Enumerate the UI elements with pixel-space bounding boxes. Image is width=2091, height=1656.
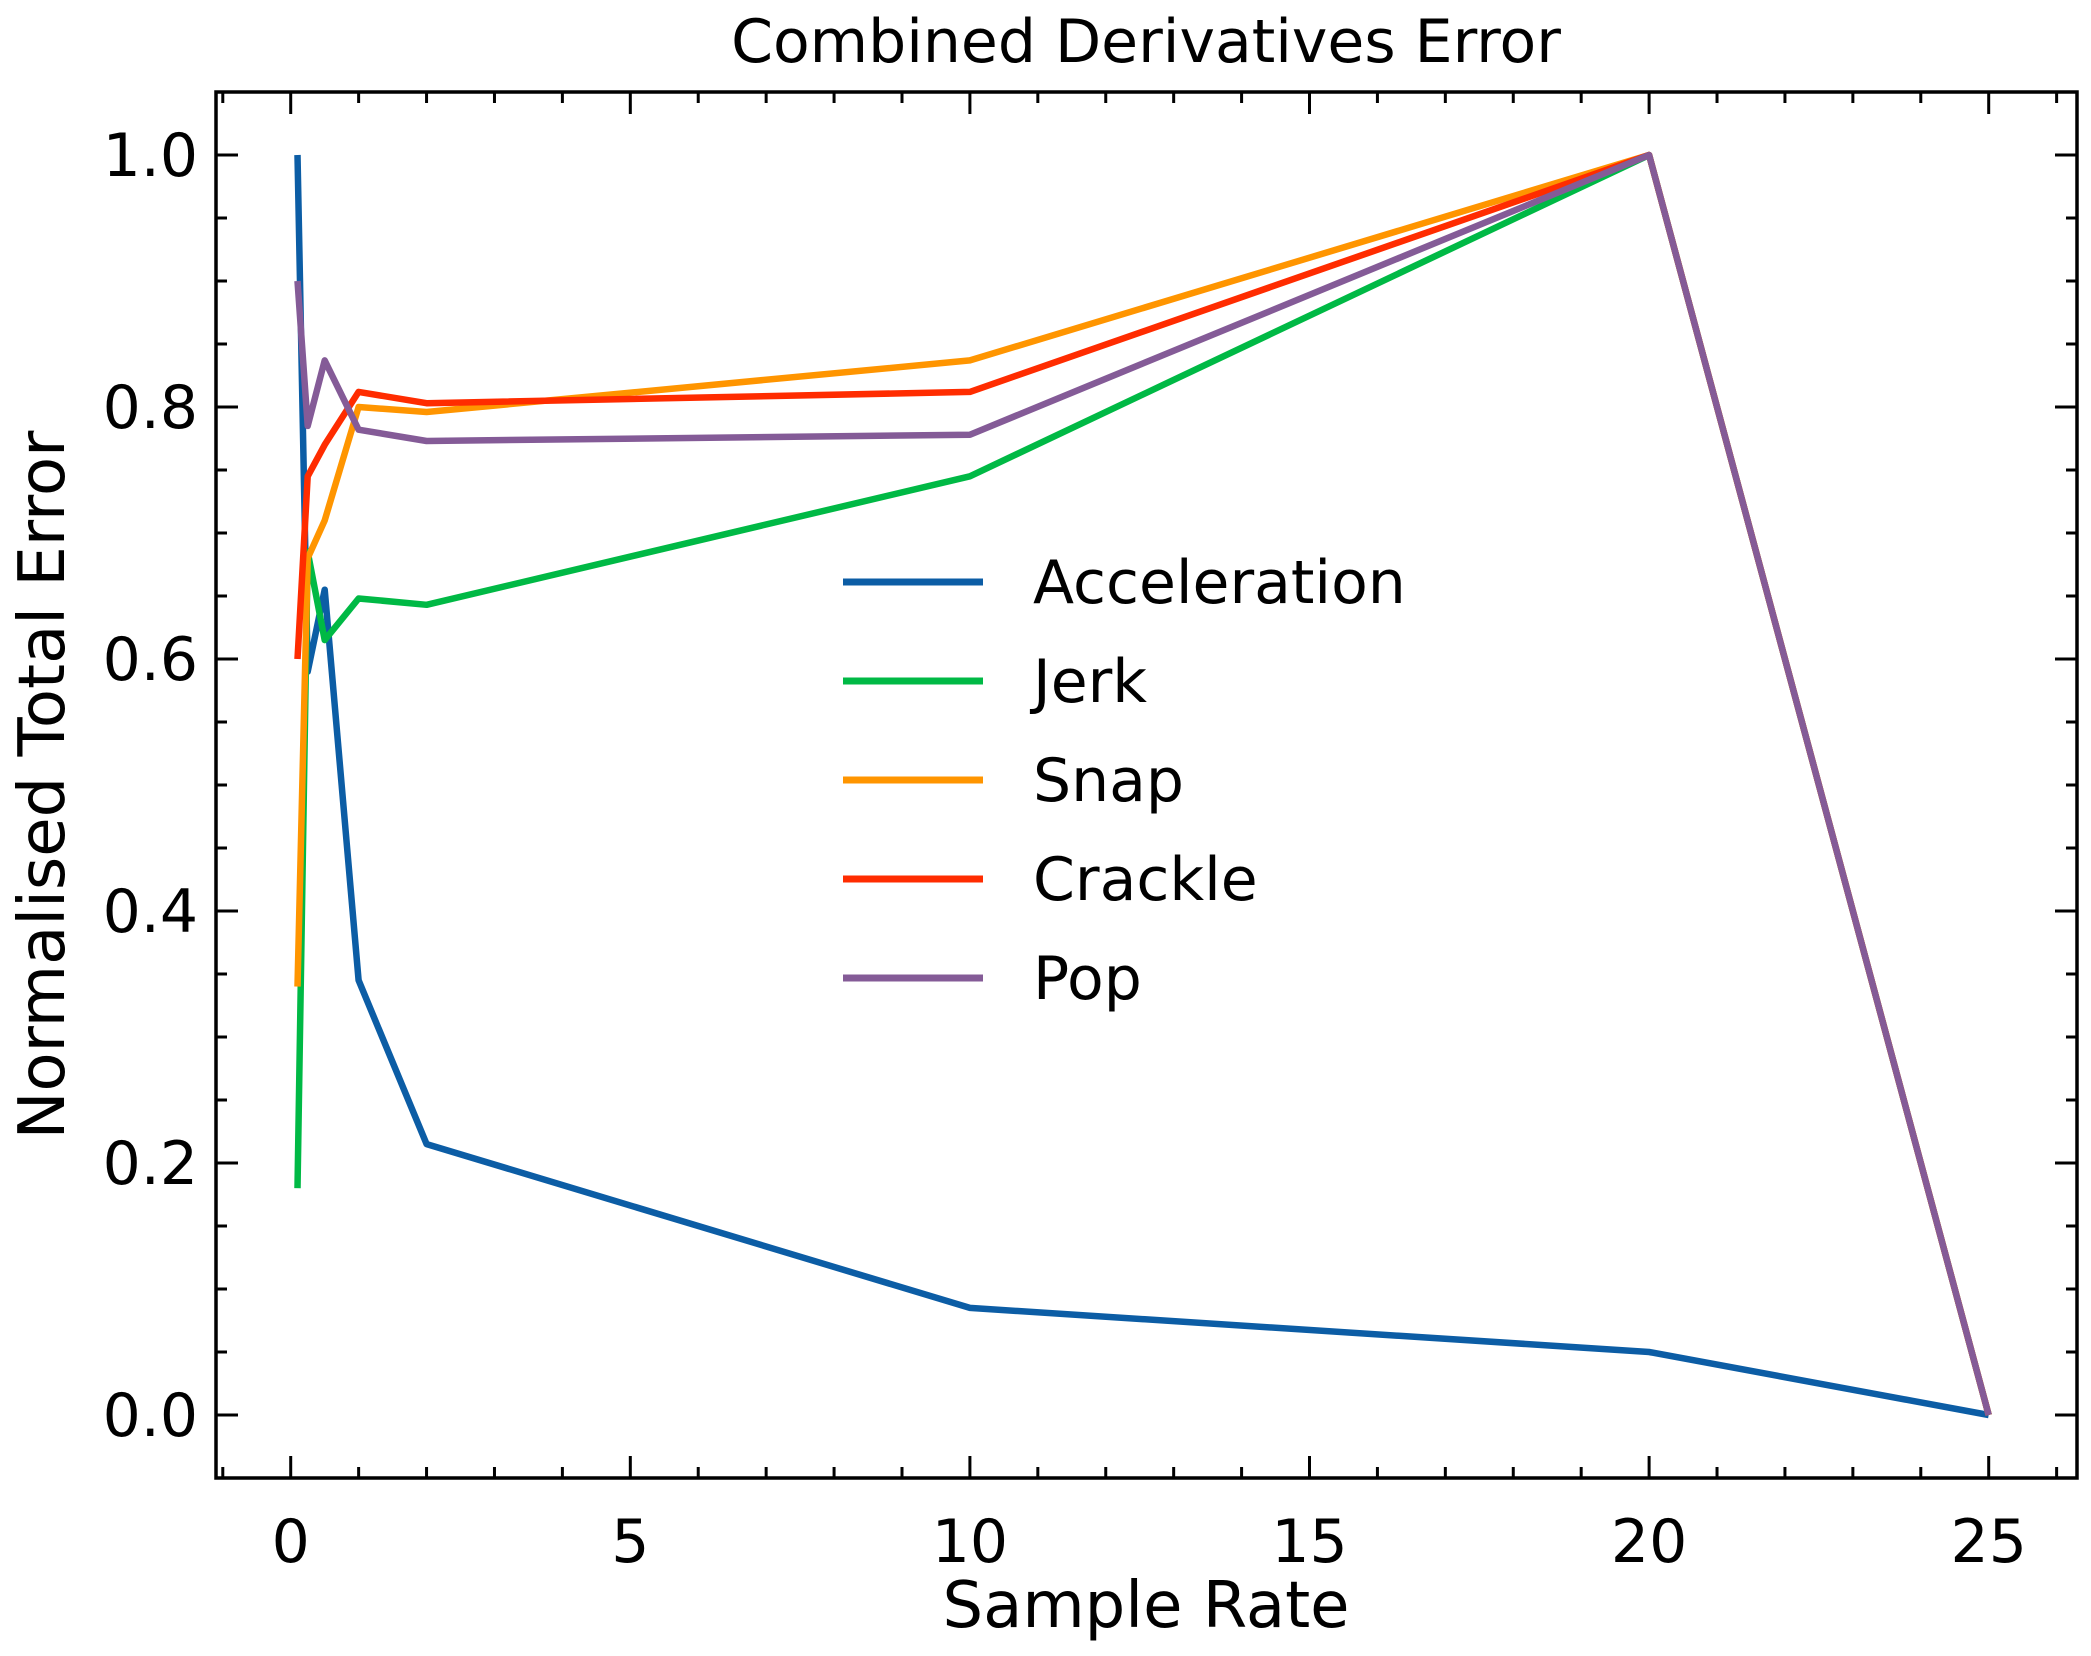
x-tick-label: 15 bbox=[1271, 1507, 1347, 1577]
plot-frame bbox=[214, 90, 2079, 1480]
x-tick-label: 20 bbox=[1611, 1507, 1687, 1577]
plot-lines bbox=[294, 151, 1992, 1419]
series-line-snap bbox=[294, 151, 1992, 1416]
x-tick-label: 0 bbox=[272, 1507, 310, 1577]
chart-title: Combined Derivatives Error bbox=[731, 7, 1561, 77]
legend-label-snap: Snap bbox=[1033, 746, 1184, 816]
y-tick-label: 0.4 bbox=[103, 877, 198, 947]
legend-label-jerk: Jerk bbox=[1029, 647, 1147, 717]
x-axis-label: Sample Rate bbox=[942, 1569, 1349, 1643]
x-ticks: 0 5 10 15 20 25 bbox=[221, 92, 2059, 1577]
y-tick-label: 1.0 bbox=[103, 121, 198, 191]
series-line-pop bbox=[294, 151, 1992, 1416]
y-tick-label: 0.8 bbox=[103, 373, 198, 443]
y-tick-label: 0.0 bbox=[103, 1381, 198, 1451]
y-ticks: 0.0 0.2 0.4 0.6 0.8 1.0 bbox=[103, 90, 2077, 1480]
series-line-crackle bbox=[294, 151, 1992, 1416]
y-tick-label: 0.2 bbox=[103, 1129, 198, 1199]
legend-label-crackle: Crackle bbox=[1033, 845, 1258, 915]
y-tick-label: 0.6 bbox=[103, 625, 198, 695]
x-tick-label: 25 bbox=[1951, 1507, 2027, 1577]
x-tick-label: 10 bbox=[932, 1507, 1008, 1577]
series-line-acceleration bbox=[294, 154, 1990, 1419]
legend-label-pop: Pop bbox=[1033, 944, 1142, 1014]
legend-label-acceleration: Acceleration bbox=[1033, 548, 1406, 618]
x-tick-label: 5 bbox=[611, 1507, 649, 1577]
legend: Acceleration Jerk Snap Crackle Pop bbox=[843, 548, 1406, 1014]
y-axis-label: Normalised Total Error bbox=[6, 430, 80, 1140]
